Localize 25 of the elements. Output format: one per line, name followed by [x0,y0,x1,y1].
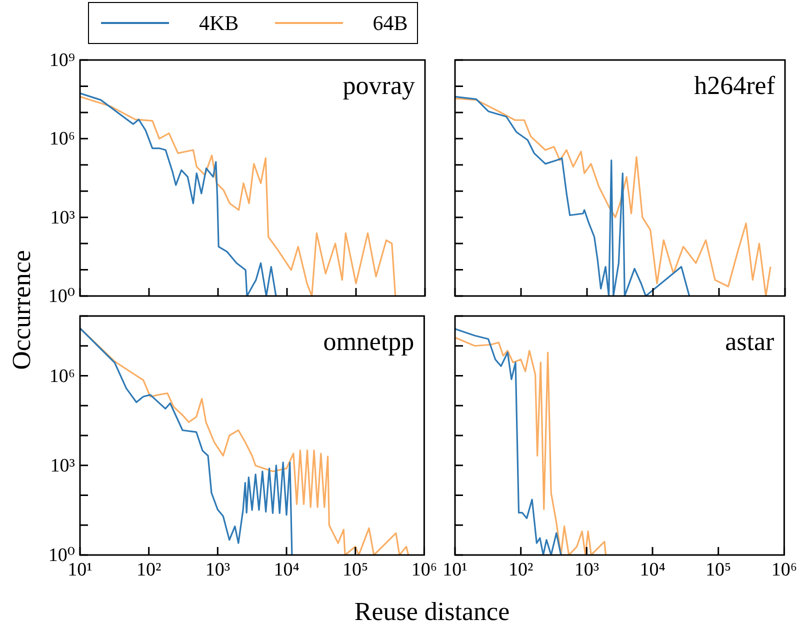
chart-title: h264ref [694,71,776,100]
y-tick-label: 10⁶ [49,366,75,387]
legend-label: 4KB [199,10,239,36]
chart-title: povray [342,71,415,100]
x-tick-label: 10⁵ [342,559,368,580]
y-tick-label: 10⁰ [48,286,76,307]
y-axis-title: Occurrence [7,250,37,370]
chart-title: astar [725,327,775,356]
y-tick-label: 10³ [50,455,76,476]
y-tick-label: 10³ [50,207,76,228]
x-tick-label: 10³ [205,559,230,580]
y-tick-label: 10⁶ [49,128,75,150]
x-tick-label: 10² [508,559,534,580]
x-tick-label: 10² [136,559,162,580]
x-tick-label: 10⁵ [706,559,732,580]
x-tick-label: 10⁶ [771,559,797,580]
x-tick-label: 10³ [574,559,600,580]
chart-title: omnetpp [323,327,414,356]
x-tick-label: 10¹ [442,559,468,580]
legend-label: 64B [372,10,408,36]
x-tick-label: 10⁴ [274,559,300,580]
x-tick-label: 10⁶ [411,559,437,580]
y-tick-label: 10⁹ [49,50,76,71]
x-tick-label: 10⁴ [640,559,666,580]
x-axis-title: Reuse distance [354,597,510,627]
